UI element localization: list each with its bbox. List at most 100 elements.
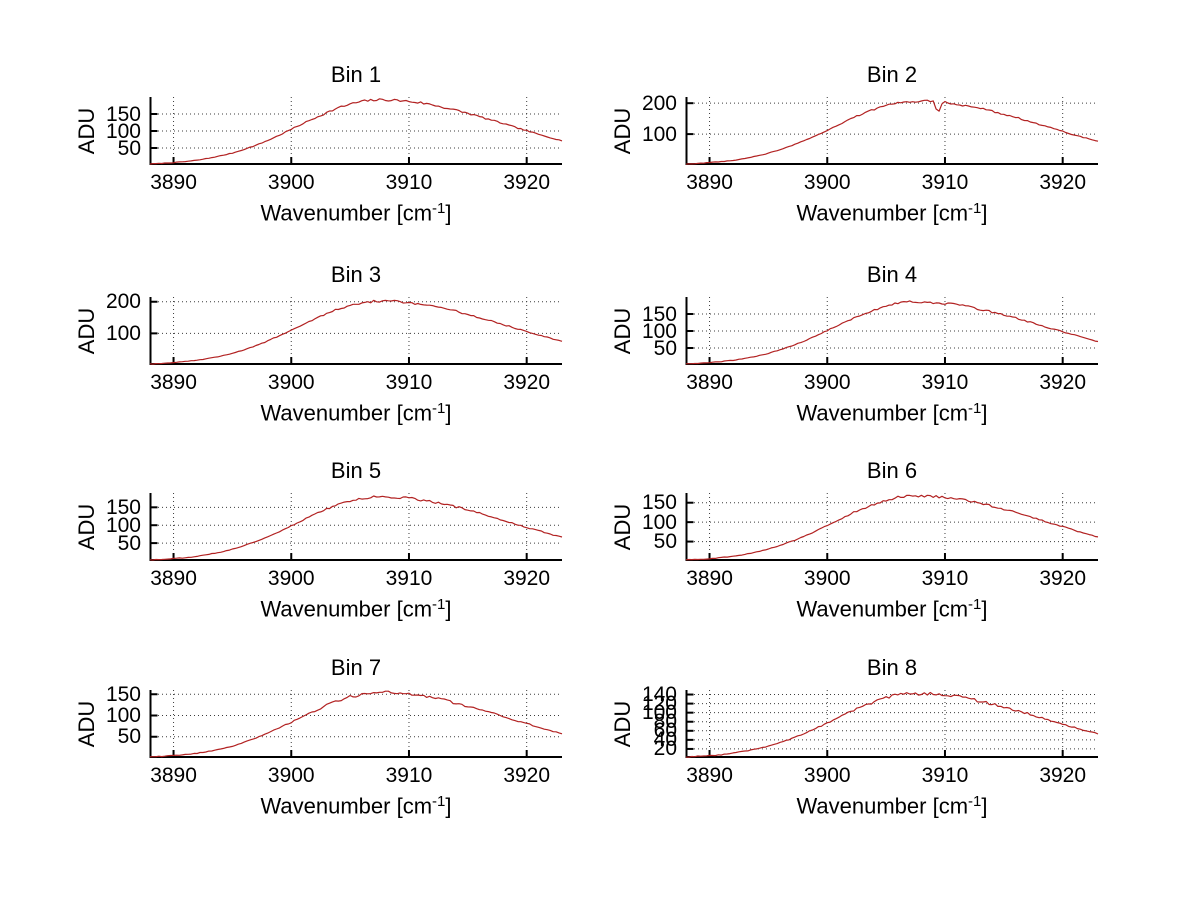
superscript: -1 xyxy=(968,400,982,417)
x-tick-label: 3920 xyxy=(1039,371,1087,394)
plot-area xyxy=(685,493,1099,561)
spectrum-line xyxy=(149,690,563,758)
spectrum-line xyxy=(149,299,563,365)
spectrum-line xyxy=(685,300,1099,365)
superscript: -1 xyxy=(432,596,446,613)
y-tick-label: 150 xyxy=(641,491,677,515)
y-tick-label: 50 xyxy=(117,136,141,160)
x-tick-label: 3910 xyxy=(921,764,969,787)
x-tick-label: 3900 xyxy=(803,764,851,787)
x-tick-label: 3890 xyxy=(686,171,733,194)
x-axis-label: Wavenumber [cm-1] xyxy=(260,793,452,819)
subplot-bin-3: Bin 3 ADU Wavenumber [cm-1] 3890 3900 3910… xyxy=(74,263,563,425)
x-tick-label: 3890 xyxy=(150,567,197,590)
x-tick-label: 3890 xyxy=(150,371,197,394)
y-tick-label: 50 xyxy=(117,725,141,749)
x-tick-label: 3910 xyxy=(921,171,969,194)
subplot-bin-5: Bin 5 ADU Wavenumber [cm-1] 3890 3900 3910… xyxy=(74,459,563,621)
x-axis-label: Wavenumber [cm-1] xyxy=(260,400,452,426)
y-tick-label: 80 xyxy=(653,710,677,734)
x-tick-label: 3900 xyxy=(803,567,851,590)
subplot-title: Bin 5 xyxy=(330,458,382,483)
subplot-title: Bin 6 xyxy=(866,458,918,483)
y-tick-label: 20 xyxy=(653,737,677,761)
plot-area xyxy=(685,690,1099,758)
y-tick-label: 40 xyxy=(653,728,677,752)
x-tick-label: 3900 xyxy=(803,371,851,394)
x-tick-label: 3910 xyxy=(385,567,433,590)
x-tick-label: 3890 xyxy=(150,171,197,194)
subplot-bin-6: Bin 6 ADU Wavenumber [cm-1] 3890 3900 3910… xyxy=(610,459,1099,621)
subplot-title: Bin 7 xyxy=(330,655,382,680)
y-tick-label: 100 xyxy=(641,122,677,146)
superscript: -1 xyxy=(432,793,446,810)
x-tick-label: 3920 xyxy=(503,371,551,394)
spectrum-line xyxy=(686,691,1099,758)
spectrum-line xyxy=(685,494,1099,561)
x-tick-label: 3920 xyxy=(503,764,551,787)
y-tick-label: 50 xyxy=(653,530,677,554)
x-tick-label: 3890 xyxy=(686,371,733,394)
y-tick-label: 60 xyxy=(653,719,677,743)
x-tick-label: 3890 xyxy=(150,764,197,787)
x-tick-label: 3910 xyxy=(385,764,433,787)
y-tick-label: 200 xyxy=(641,91,677,115)
x-tick-label: 3890 xyxy=(686,764,733,787)
subplot-title: Bin 4 xyxy=(866,262,918,287)
subplot-title: Bin 1 xyxy=(330,62,382,87)
subplot-bin-4: Bin 4 ADU Wavenumber [cm-1] 3890 3900 3910… xyxy=(610,263,1099,425)
superscript: -1 xyxy=(432,200,446,217)
superscript: -1 xyxy=(968,200,982,217)
subplot-bin-1: Bin 1 ADU Wavenumber [cm-1] 3890 3900 3910… xyxy=(74,63,563,225)
y-tick-label: 150 xyxy=(105,682,141,706)
y-tick-label: 120 xyxy=(641,692,677,716)
x-tick-label: 3920 xyxy=(503,171,551,194)
y-tick-label: 100 xyxy=(105,321,141,345)
x-axis-label: Wavenumber [cm-1] xyxy=(796,793,988,819)
x-tick-label: 3900 xyxy=(267,764,315,787)
y-tick-label: 100 xyxy=(641,701,677,725)
subplot-bin-8: Bin 8 ADU Wavenumber [cm-1] 3890 3900 3910… xyxy=(610,656,1099,818)
y-tick-label: 100 xyxy=(641,319,677,343)
x-axis-label: Wavenumber [cm-1] xyxy=(796,400,988,426)
y-tick-label: 100 xyxy=(641,510,677,534)
x-tick-label: 3910 xyxy=(385,171,433,194)
spectrum-line xyxy=(149,98,563,165)
y-tick-label: 150 xyxy=(105,495,141,519)
x-tick-label: 3900 xyxy=(267,371,315,394)
y-tick-label: 100 xyxy=(105,513,141,537)
plot-area xyxy=(685,97,1099,165)
y-tick-label: 140 xyxy=(641,683,677,707)
x-tick-label: 3920 xyxy=(1039,764,1087,787)
x-tick-label: 3900 xyxy=(803,171,851,194)
y-tick-label: 150 xyxy=(105,102,141,126)
subplot-title: Bin 3 xyxy=(330,262,382,287)
x-tick-label: 3910 xyxy=(921,371,969,394)
subplot-bin-2: Bin 2 ADU Wavenumber [cm-1] 3890 3900 3910… xyxy=(610,63,1099,225)
y-tick-label: 200 xyxy=(105,290,141,314)
plot-area xyxy=(149,297,563,365)
x-tick-label: 3920 xyxy=(1039,567,1087,590)
y-tick-label: 50 xyxy=(653,336,677,360)
subplot-bin-7: Bin 7 ADU Wavenumber [cm-1] 3890 3900 3910… xyxy=(74,656,563,818)
x-axis-label: Wavenumber [cm-1] xyxy=(796,596,988,622)
x-tick-label: 3920 xyxy=(503,567,551,590)
x-tick-label: 3920 xyxy=(1039,171,1087,194)
x-tick-label: 3900 xyxy=(267,567,315,590)
x-tick-label: 3910 xyxy=(921,567,969,590)
superscript: -1 xyxy=(432,400,446,417)
y-tick-label: 50 xyxy=(117,531,141,555)
plot-area xyxy=(149,97,563,165)
plot-area xyxy=(685,297,1099,365)
y-tick-label: 100 xyxy=(105,704,141,727)
superscript: -1 xyxy=(968,793,982,810)
subplot-title: Bin 2 xyxy=(866,62,918,87)
plot-area xyxy=(149,690,563,758)
spectrum-line xyxy=(149,495,563,561)
x-axis-label: Wavenumber [cm-1] xyxy=(796,200,988,226)
superscript: -1 xyxy=(968,596,982,613)
y-tick-label: 150 xyxy=(641,302,677,326)
plot-area xyxy=(149,493,563,561)
subplot-title: Bin 8 xyxy=(866,655,918,680)
